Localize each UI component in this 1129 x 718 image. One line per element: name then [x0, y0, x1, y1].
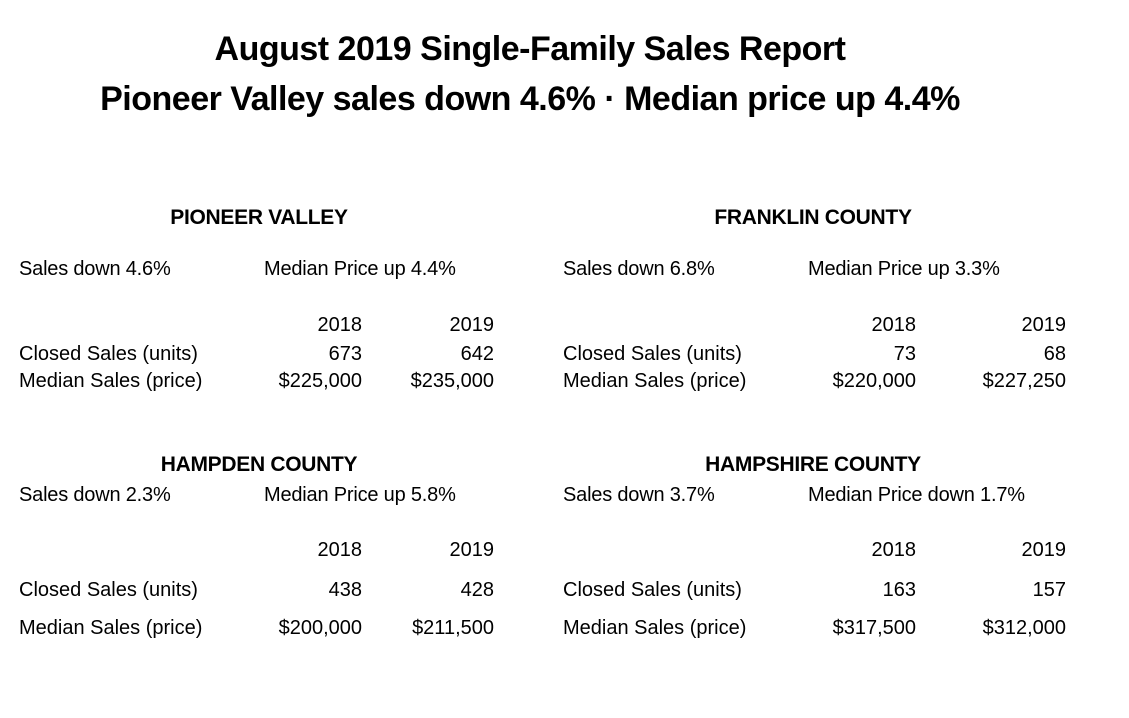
- row-label-closed-sales: Closed Sales (units): [19, 343, 198, 365]
- closed-sales-2018: 438: [328, 579, 362, 601]
- median-sales-2019: $227,250: [982, 370, 1066, 392]
- year-header-2019: 2019: [1021, 539, 1067, 561]
- median-sales-2019: $312,000: [982, 617, 1066, 639]
- region-pioneer-valley: PIONEER VALLEY Sales down 4.6% Median Pr…: [19, 206, 529, 406]
- region-title: PIONEER VALLEY: [170, 206, 348, 229]
- row-label-closed-sales: Closed Sales (units): [19, 579, 198, 601]
- row-label-closed-sales: Closed Sales (units): [563, 343, 742, 365]
- closed-sales-2019: 68: [1043, 343, 1066, 365]
- sales-change: Sales down 4.6%: [19, 258, 171, 280]
- median-price-change: Median Price up 3.3%: [808, 258, 1000, 280]
- closed-sales-2019: 642: [460, 343, 494, 365]
- region-franklin-county: FRANKLIN COUNTY Sales down 6.8% Median P…: [563, 206, 1073, 406]
- median-price-change: Median Price down 1.7%: [808, 484, 1025, 506]
- median-sales-2018: $220,000: [832, 370, 916, 392]
- median-sales-2018: $200,000: [278, 617, 362, 639]
- row-label-median-sales: Median Sales (price): [19, 617, 203, 639]
- row-label-median-sales: Median Sales (price): [563, 617, 747, 639]
- row-label-median-sales: Median Sales (price): [563, 370, 747, 392]
- year-header-2019: 2019: [1021, 314, 1067, 336]
- year-header-2018: 2018: [317, 314, 363, 336]
- row-label-median-sales: Median Sales (price): [19, 370, 203, 392]
- sales-change: Sales down 3.7%: [563, 484, 715, 506]
- region-hampden-county: HAMPDEN COUNTY Sales down 2.3% Median Pr…: [19, 451, 529, 651]
- region-hampshire-county: HAMPSHIRE COUNTY Sales down 3.7% Median …: [563, 451, 1073, 651]
- region-title: HAMPSHIRE COUNTY: [705, 453, 921, 476]
- closed-sales-2018: 163: [882, 579, 916, 601]
- year-header-2018: 2018: [871, 314, 917, 336]
- median-sales-2018: $225,000: [278, 370, 362, 392]
- median-sales-2019: $235,000: [410, 370, 494, 392]
- year-header-2018: 2018: [871, 539, 917, 561]
- sales-change: Sales down 6.8%: [563, 258, 715, 280]
- median-price-change: Median Price up 5.8%: [264, 484, 456, 506]
- year-header-2019: 2019: [449, 314, 495, 336]
- sales-change: Sales down 2.3%: [19, 484, 171, 506]
- region-title: FRANKLIN COUNTY: [714, 206, 912, 229]
- closed-sales-2019: 428: [460, 579, 494, 601]
- closed-sales-2018: 673: [328, 343, 362, 365]
- median-sales-2018: $317,500: [832, 617, 916, 639]
- closed-sales-2018: 73: [893, 343, 916, 365]
- region-title: HAMPDEN COUNTY: [160, 453, 358, 476]
- median-sales-2019: $211,500: [412, 617, 494, 639]
- median-price-change: Median Price up 4.4%: [264, 258, 456, 280]
- closed-sales-2019: 157: [1032, 579, 1066, 601]
- report-subtitle: Pioneer Valley sales down 4.6% · Median …: [100, 80, 960, 118]
- year-header-2018: 2018: [317, 539, 363, 561]
- year-header-2019: 2019: [449, 539, 495, 561]
- row-label-closed-sales: Closed Sales (units): [563, 579, 742, 601]
- report-title: August 2019 Single-Family Sales Report: [214, 30, 846, 68]
